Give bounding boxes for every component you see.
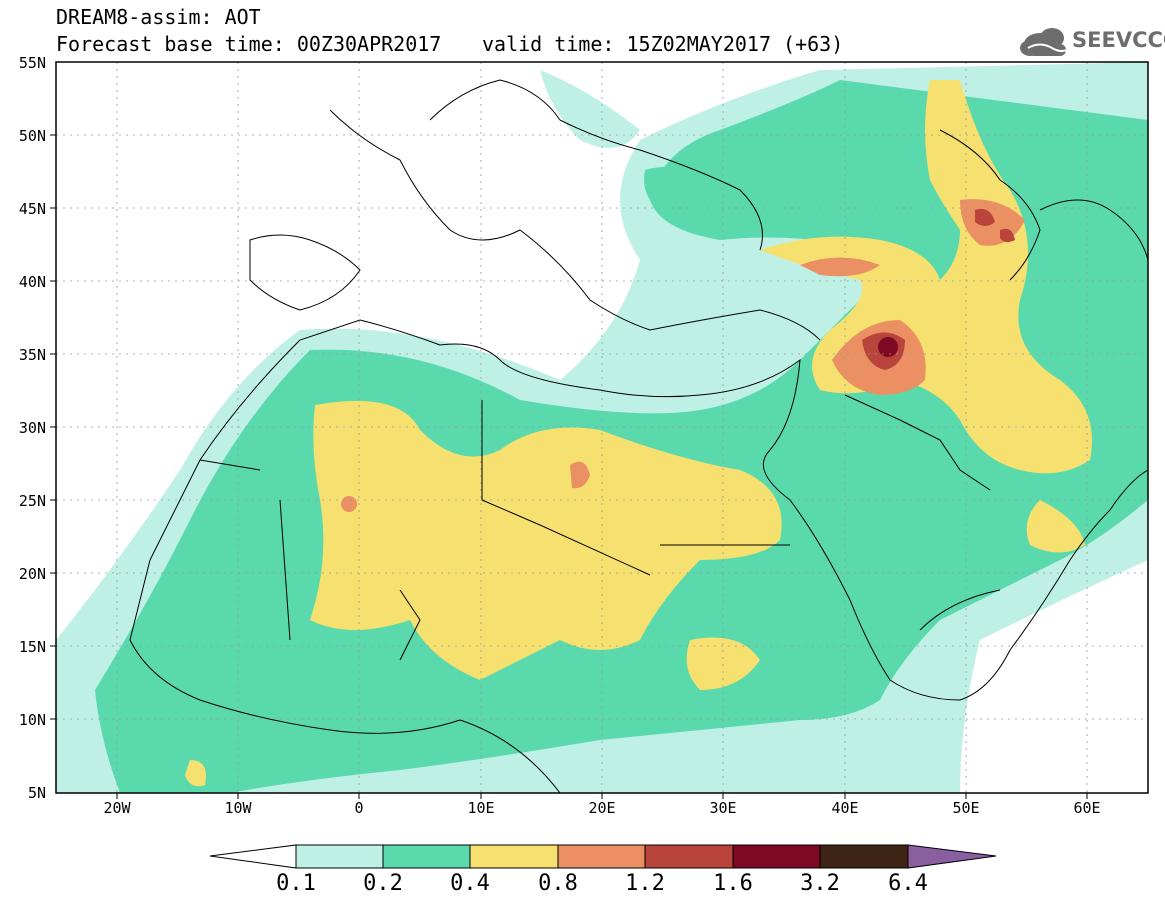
colorbar-swatch-1-2 [644, 844, 734, 869]
colorbar-swatch-0-8 [557, 844, 646, 869]
lon-label: 20E [588, 799, 616, 817]
colorbar-swatch-0-2 [382, 844, 471, 869]
lon-label: 10E [467, 799, 495, 817]
colorbar-label: 1.2 [625, 871, 665, 896]
lat-label: 15N [18, 638, 46, 656]
lon-label: 20W [103, 799, 131, 817]
colorbar-under-triangle [209, 844, 297, 869]
axis-ticks [50, 134, 1088, 799]
lat-label: 55N [18, 54, 46, 72]
aot-band-1-6 [878, 337, 898, 357]
map-title-model: DREAM8-assim: AOT [56, 5, 261, 29]
seevccc-cloud-logo-icon [1020, 28, 1073, 56]
lat-label: 10N [18, 711, 46, 729]
graticule [56, 62, 1148, 793]
lat-label: 25N [18, 492, 46, 510]
colorbar-label: 3.2 [800, 871, 840, 896]
colorbar-swatch-0-4 [469, 844, 559, 869]
lat-label: 40N [18, 273, 46, 291]
aot-colorbar [209, 844, 997, 869]
colorbar-label: 0.2 [363, 871, 403, 896]
lon-label: 10W [224, 799, 252, 817]
colorbar-label: 0.8 [538, 871, 578, 896]
colorbar-label: 1.6 [713, 871, 753, 896]
valid-time: valid time: 15Z02MAY2017 (+63) [482, 32, 844, 56]
lon-label: 60E [1073, 799, 1101, 817]
lon-label: 0 [354, 799, 364, 817]
colorbar-swatch-3-2 [819, 844, 909, 869]
colorbar-label: 6.4 [888, 871, 928, 896]
colorbar-label: 0.4 [450, 871, 490, 896]
lat-label: 45N [18, 200, 46, 218]
lon-label: 30E [709, 799, 737, 817]
seevccc-logo-text: SEEVCCC [1072, 28, 1165, 52]
lat-label: 35N [18, 346, 46, 364]
lon-label: 50E [952, 799, 980, 817]
lat-label: 30N [18, 419, 46, 437]
lon-label: 40E [831, 799, 859, 817]
colorbar-swatch-0-1 [295, 844, 384, 869]
coastlines-and-borders [129, 79, 1148, 793]
lat-label: 20N [18, 565, 46, 583]
forecast-base-time: Forecast base time: 00Z30APR2017 [56, 32, 442, 56]
colorbar-over-triangle [907, 844, 997, 869]
colorbar-swatch-1-6 [732, 844, 821, 869]
lat-label: 50N [18, 127, 46, 145]
lat-label: 5N [27, 784, 46, 802]
colorbar-label: 0.1 [276, 871, 316, 896]
